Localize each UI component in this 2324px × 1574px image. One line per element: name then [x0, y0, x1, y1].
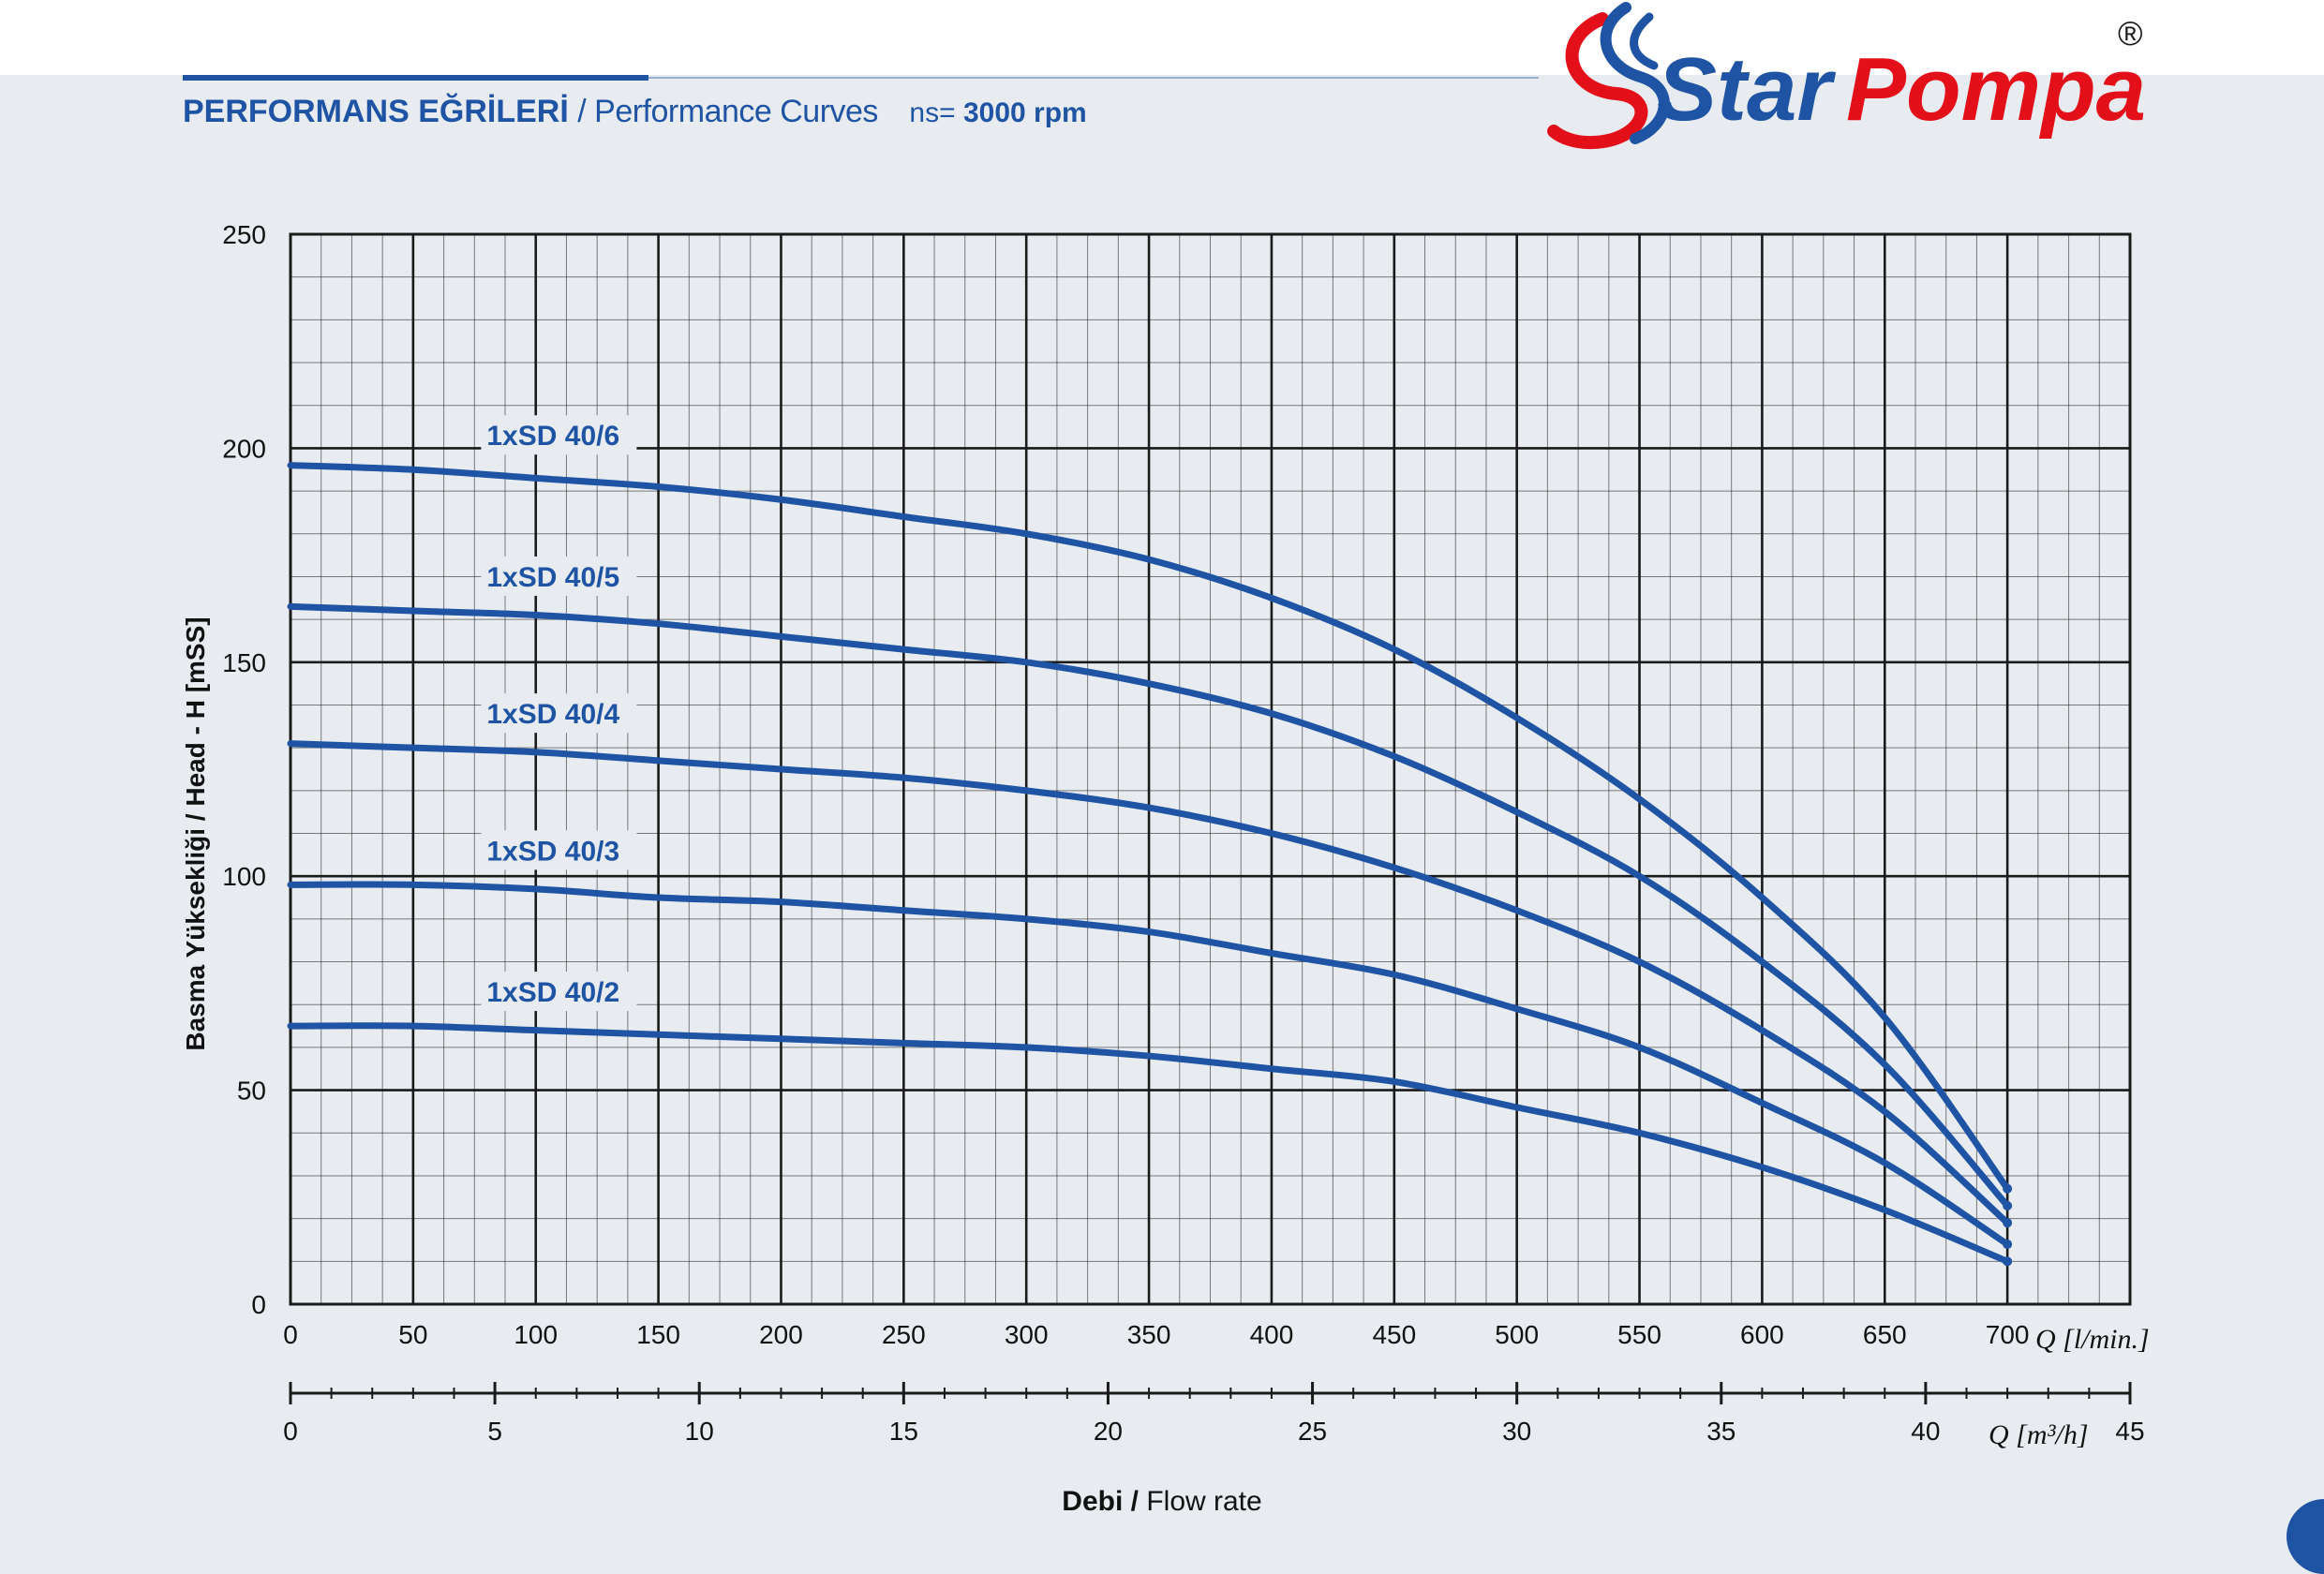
x-tick-labels: 0 50 100 150 200 250 300 350 400 450 500 550 600 650 7… — [283, 1320, 2029, 1349]
x-tick-label: 400 — [1250, 1320, 1294, 1349]
x-tick-label: 350 — [1127, 1320, 1171, 1349]
series-label: 1xSD 40/6 — [486, 421, 619, 452]
header-band — [0, 0, 2324, 75]
y-tick-label: 200 — [222, 434, 266, 463]
x-tick-label: 50 — [398, 1320, 427, 1349]
series-label-bg — [481, 556, 637, 596]
brand-pompa: Pompa — [1846, 39, 2146, 140]
y-axis-label: Basma Yüksekliği / Head - H [mSS] — [181, 616, 210, 1050]
y-tick-label: 50 — [237, 1077, 266, 1106]
rpm-prefix: ns= — [909, 97, 956, 128]
series-end-point — [2003, 1200, 2013, 1210]
series-label-bg — [481, 972, 637, 1012]
x2-tick-label: 35 — [1706, 1417, 1736, 1446]
series-line — [287, 740, 2011, 1226]
x2-tick-label: 20 — [1094, 1417, 1123, 1446]
x2-tick-label: 0 — [283, 1417, 298, 1446]
x2-tick-label: 10 — [685, 1417, 714, 1446]
series-end-point — [2003, 1240, 2013, 1250]
x-axis-label: Debi / Flow rate — [1062, 1486, 1261, 1517]
series-label: 1xSD 40/4 — [486, 699, 619, 730]
rpm-value: 3000 rpm — [962, 97, 1087, 128]
x2-tick-label: 15 — [889, 1417, 918, 1446]
x-tick-label: 700 — [1986, 1320, 2030, 1349]
x-tick-label: 0 — [283, 1320, 298, 1349]
page-title: PERFORMANS EĞRİLERİ / Performance Curves… — [183, 94, 1087, 130]
series-label: 1xSD 40/2 — [486, 977, 619, 1008]
series-line — [287, 602, 2011, 1210]
y-tick-label: 150 — [222, 648, 266, 677]
rpm-label: ns= 3000 rpm — [909, 97, 1086, 128]
x-unit-primary: Q [l/min.] — [2035, 1324, 2150, 1355]
series-line — [287, 881, 2011, 1248]
title-turkish: PERFORMANS EĞRİLERİ — [183, 94, 569, 129]
x2-tick-label: 30 — [1502, 1417, 1531, 1446]
series-end-point — [2003, 1218, 2013, 1228]
x-tick-label: 600 — [1740, 1320, 1784, 1349]
registered-mark: ® — [2118, 14, 2143, 52]
plot-frame — [289, 232, 2132, 1306]
x-tick-label: 550 — [1617, 1320, 1661, 1349]
y-tick-label: 0 — [251, 1290, 266, 1319]
x-tick-label: 250 — [882, 1320, 926, 1349]
brand-star: Star — [1657, 39, 1836, 140]
x2-tick-label: 25 — [1298, 1417, 1327, 1446]
swoosh-icon — [1547, 2, 1670, 150]
series-end-point — [2003, 1183, 2013, 1194]
header-rule — [183, 75, 648, 81]
x-axis-label-text: Flow rate — [1146, 1486, 1261, 1517]
x-tick-label: 200 — [759, 1320, 803, 1349]
header-thin-rule — [648, 77, 1539, 79]
series-label: 1xSD 40/5 — [486, 562, 619, 593]
secondary-x-axis: 0 5 10 15 20 25 30 35 40 45 — [283, 1382, 2145, 1446]
x-tick-label: 650 — [1863, 1320, 1907, 1349]
x-tick-label: 450 — [1372, 1320, 1416, 1349]
curve-labels: 1xSD 40/6 1xSD 40/5 1xSD 40/4 1xSD 40/3 1xSD… — [481, 415, 637, 1012]
series-end-point — [2003, 1256, 2013, 1267]
star-pompa-logo: Star Pompa ® — [1547, 2, 2146, 150]
series-label-bg — [481, 693, 637, 734]
y-tick-label: 100 — [222, 862, 266, 891]
x2-tick-label: 40 — [1911, 1417, 1940, 1446]
series-line — [287, 462, 2011, 1193]
series-label: 1xSD 40/3 — [486, 836, 619, 867]
title-english: / Performance Curves — [577, 94, 878, 129]
series-label-bg — [481, 830, 637, 870]
x-axis-label-bold: Debi / — [1062, 1486, 1139, 1517]
x2-tick-label: 45 — [2115, 1417, 2144, 1446]
y-tick-labels: 0 50 100 150 200 250 — [222, 220, 266, 1319]
x-tick-label: 300 — [1005, 1320, 1049, 1349]
x-tick-label: 100 — [514, 1320, 558, 1349]
x-unit-secondary: Q [m³/h] — [1989, 1419, 2089, 1450]
y-tick-label: 250 — [222, 220, 266, 249]
series-label-bg — [481, 415, 637, 455]
series-line — [287, 1022, 2011, 1265]
x2-tick-label: 5 — [487, 1417, 502, 1446]
x-tick-label: 500 — [1495, 1320, 1539, 1349]
curves — [287, 462, 2013, 1267]
x-tick-label: 150 — [636, 1320, 680, 1349]
